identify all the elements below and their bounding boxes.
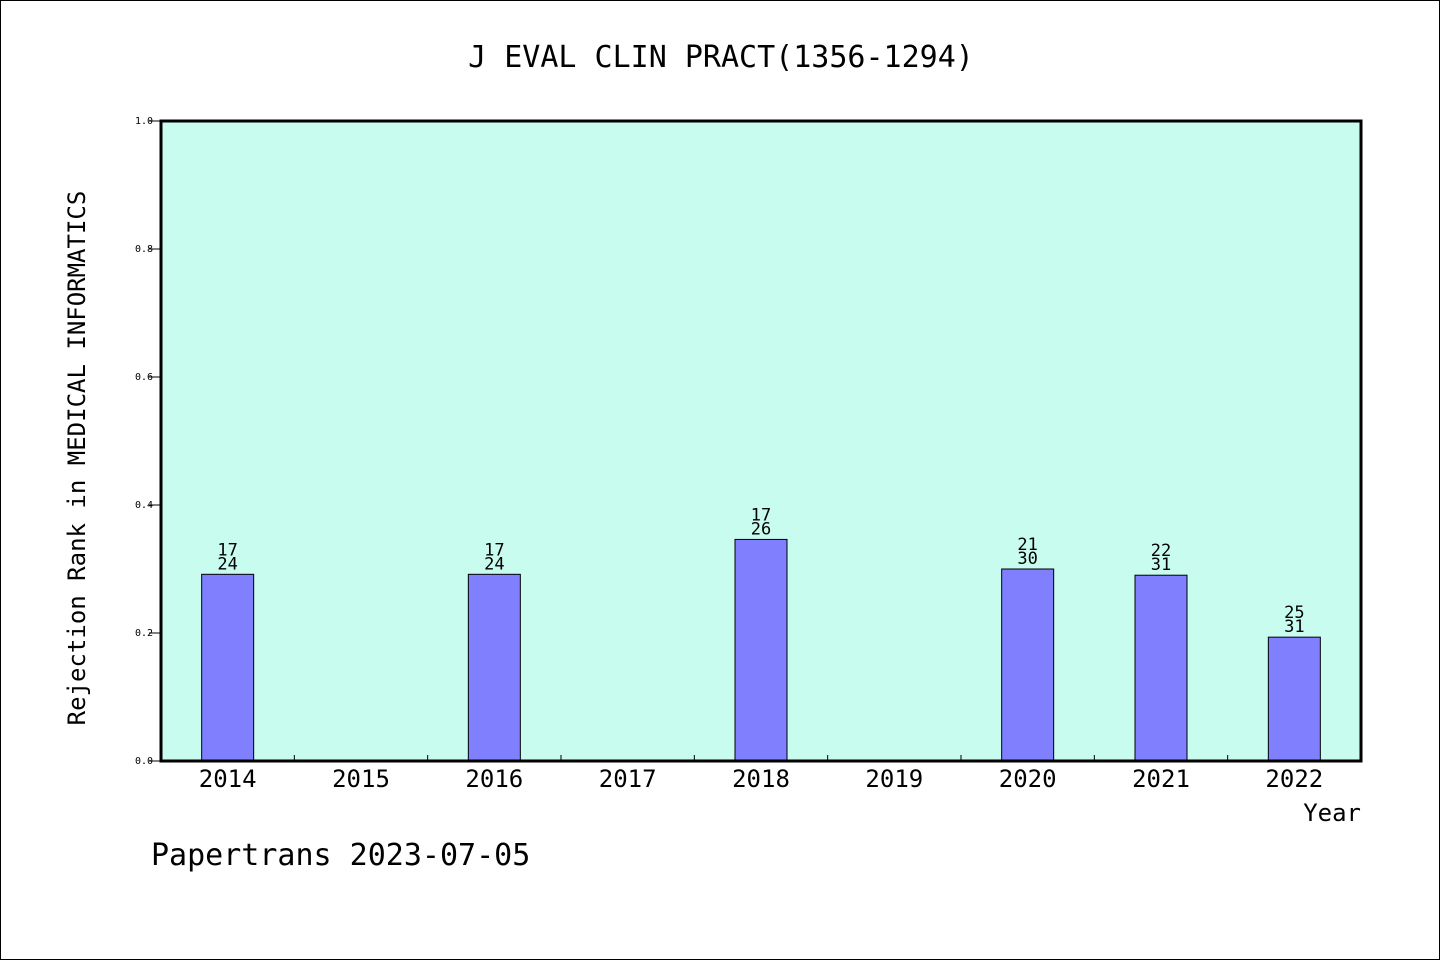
bar-2022 (1267, 636, 1321, 762)
bar-label-top: 21 (1017, 535, 1037, 555)
bar-label-bottom: 26 (751, 519, 771, 539)
bar-label-bottom: 30 (1017, 549, 1037, 569)
bar-2018 (734, 538, 788, 762)
bar-2016 (467, 573, 521, 762)
x-tick-label: 2018 (732, 765, 790, 793)
x-tick-label: 2014 (199, 765, 257, 793)
x-tick-label: 2020 (999, 765, 1057, 793)
y-tick-label: 0.6 (135, 372, 153, 383)
bar-label-bottom: 24 (217, 554, 237, 574)
bar-label-bottom: 31 (1151, 555, 1171, 575)
bar-label-top: 22 (1151, 541, 1171, 561)
footer-credit: Papertrans 2023-07-05 (151, 838, 530, 873)
bar-label-bottom: 31 (1284, 617, 1304, 637)
y-axis-label: Rejection Rank in MEDICAL INFORMATICS (63, 191, 91, 726)
x-axis-label: Year (1303, 799, 1361, 827)
y-tick-label: 0.8 (135, 244, 153, 255)
bar-label-top: 17 (751, 505, 771, 525)
chart-title: J EVAL CLIN PRACT(1356-1294) (468, 40, 974, 75)
x-tick-label: 2016 (465, 765, 523, 793)
bar-2020 (1001, 568, 1055, 762)
plot-border (159, 119, 1363, 763)
x-tick-label: 2015 (332, 765, 390, 793)
axis-ticks: 0.0 0.2 0.4 0.6 0.8 1.0 2014 2015 2016 2017 2018 20… (135, 116, 1323, 793)
y-tick-label: 0.2 (135, 628, 153, 639)
bar-label-top: 17 (484, 540, 504, 560)
bar-2014 (201, 573, 255, 762)
x-tick-label: 2017 (599, 765, 657, 793)
bar-2021 (1134, 574, 1188, 762)
x-tick-label: 2022 (1265, 765, 1323, 793)
y-tick-label: 1.0 (135, 116, 153, 127)
bar-label-top: 25 (1284, 603, 1304, 623)
bar-label-bottom: 24 (484, 554, 504, 574)
x-tick-label: 2019 (865, 765, 923, 793)
y-tick-label: 0.4 (135, 500, 153, 511)
x-tick-label: 2021 (1132, 765, 1190, 793)
y-tick-label: 0.0 (135, 756, 153, 767)
bar-label-top: 17 (217, 540, 237, 560)
